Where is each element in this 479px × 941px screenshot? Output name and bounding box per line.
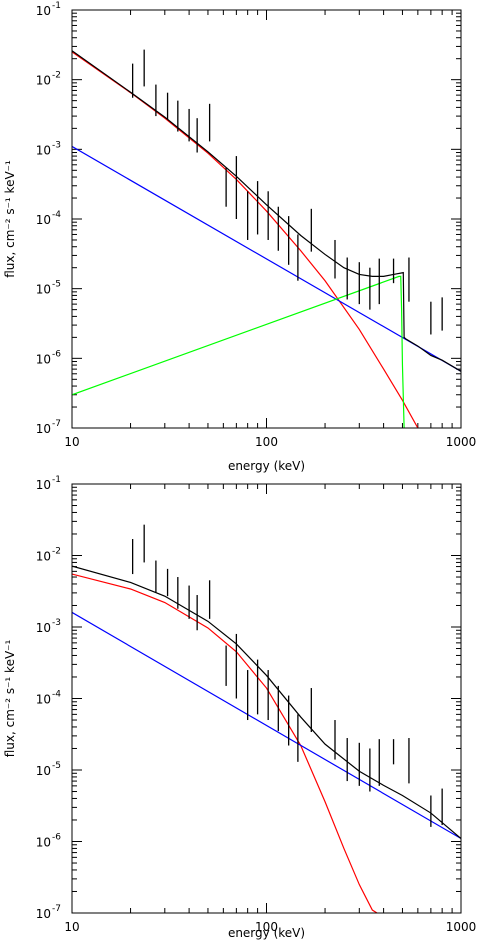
y-tick-label: 10	[36, 422, 51, 436]
x-tick-label: 10	[64, 435, 79, 449]
x-tick-label: 1000	[446, 435, 477, 449]
y-tick-label-exponent: -7	[52, 419, 61, 429]
y-tick-label: 10	[36, 621, 51, 635]
series-line-1	[72, 145, 461, 372]
y-tick-label-exponent: -2	[52, 71, 61, 81]
y-tick-label-exponent: -7	[52, 904, 61, 914]
y-tick-label-exponent: -4	[52, 690, 61, 700]
y-tick-label: 10	[36, 693, 51, 707]
y-tick-label-exponent: -1	[52, 1, 61, 11]
y-tick-label-exponent: -5	[52, 280, 61, 290]
y-tick-label-exponent: -1	[52, 475, 61, 485]
y-tick-label: 10	[36, 74, 51, 88]
series-line-1	[72, 611, 461, 840]
y-tick-label-exponent: -3	[52, 140, 61, 150]
x-axis-label: energy (keV)	[228, 926, 305, 940]
y-axis-label: flux, cm⁻² s⁻¹ keV⁻¹	[3, 640, 17, 758]
x-tick-label: 100	[255, 435, 278, 449]
y-tick-label: 10	[36, 352, 51, 366]
series-line-3	[72, 50, 461, 372]
y-tick-label-exponent: -6	[52, 833, 61, 843]
y-tick-label: 10	[36, 283, 51, 297]
y-tick-label: 10	[36, 478, 51, 492]
y-tick-label: 10	[36, 907, 51, 921]
y-tick-label: 10	[36, 4, 51, 18]
x-tick-label: 1000	[446, 920, 477, 934]
y-tick-label-exponent: -2	[52, 547, 61, 557]
y-tick-label-exponent: -4	[52, 210, 61, 220]
plot-area	[72, 49, 461, 428]
y-tick-label: 10	[36, 143, 51, 157]
x-axis-label: energy (keV)	[228, 459, 305, 473]
plot-frame	[71, 9, 462, 429]
series-line-0	[72, 573, 378, 913]
series-line-0	[72, 51, 419, 428]
y-tick-label-exponent: -3	[52, 618, 61, 628]
axis-ticks	[71, 484, 461, 914]
series-line-2	[72, 565, 461, 839]
y-axis-label: flux, cm⁻² s⁻¹ keV⁻¹	[3, 160, 17, 278]
y-tick-label: 10	[36, 550, 51, 564]
x-tick-label: 100	[255, 920, 278, 934]
y-tick-label: 10	[36, 764, 51, 778]
y-tick-label: 10	[36, 836, 51, 850]
y-tick-label: 10	[36, 213, 51, 227]
y-tick-label-exponent: -5	[52, 761, 61, 771]
series-line-2	[72, 275, 405, 428]
plot-frame	[71, 483, 462, 914]
y-tick-label-exponent: -6	[52, 349, 61, 359]
plot-area	[72, 524, 461, 913]
x-tick-label: 10	[64, 920, 79, 934]
